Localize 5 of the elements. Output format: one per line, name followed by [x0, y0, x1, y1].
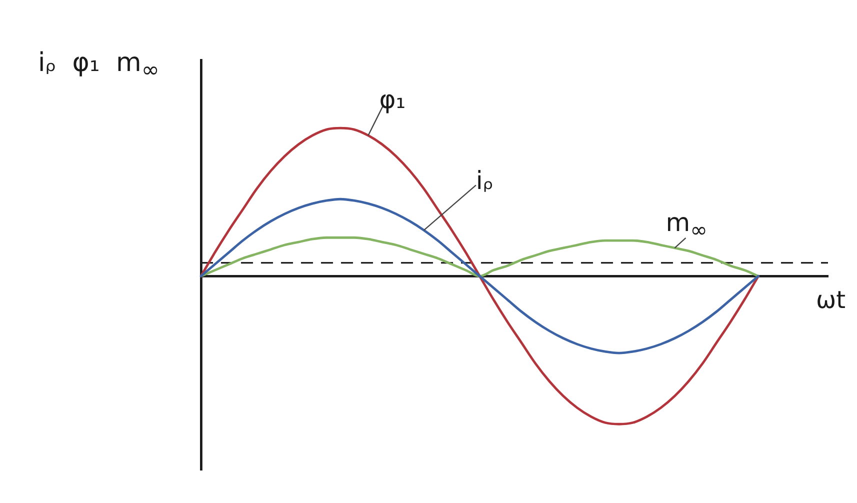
y-axis-title: iᵨ φ₁ m$_{∞}$: [38, 48, 160, 84]
series-label: m$_{∞}$: [666, 208, 708, 242]
text: iᵨ: [476, 166, 494, 196]
series-label: φ₁: [379, 85, 406, 114]
x-axis-title: ωt: [816, 286, 846, 314]
